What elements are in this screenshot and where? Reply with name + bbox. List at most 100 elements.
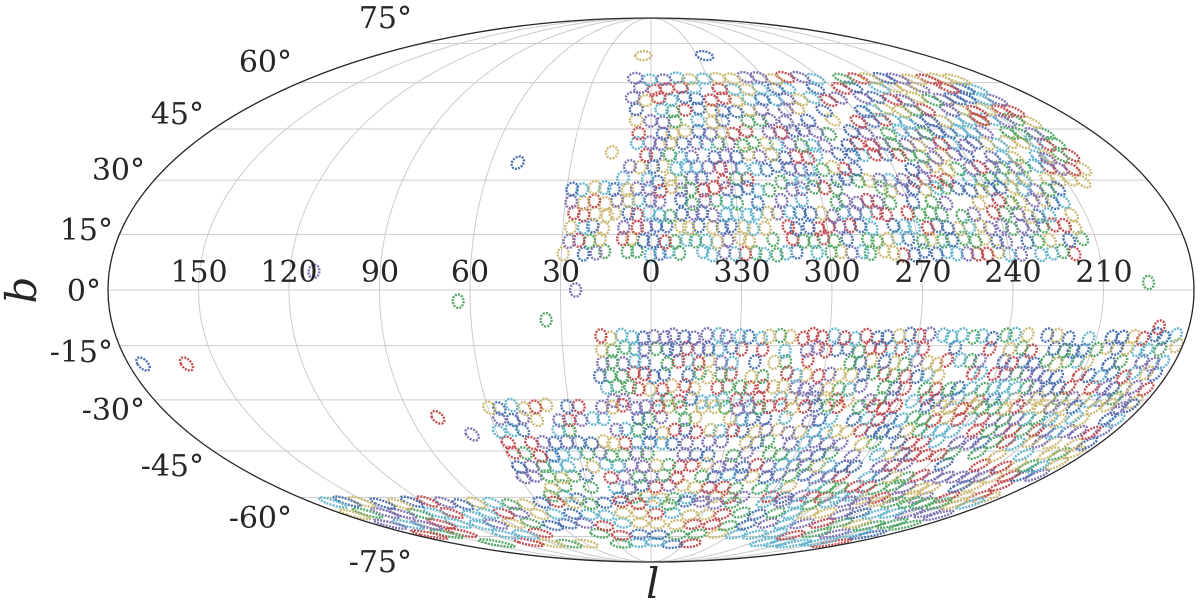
footprint-marker (925, 413, 942, 429)
footprint-marker (422, 506, 449, 519)
footprint-marker (523, 459, 540, 474)
footprint-marker (609, 422, 624, 438)
footprint-marker (751, 182, 766, 199)
footprint-marker (907, 491, 934, 505)
footprint-marker (564, 496, 583, 510)
footprint-marker (443, 517, 473, 529)
footprint-marker (961, 218, 977, 235)
footprint-marker (777, 150, 793, 166)
footprint-marker (756, 517, 780, 529)
footprint-marker (740, 114, 757, 129)
footprint-marker (510, 155, 526, 171)
footprint-marker (677, 123, 692, 138)
footprint-marker (504, 397, 519, 413)
footprint-marker (586, 218, 600, 234)
footprint-marker (983, 159, 1001, 175)
footprint-marker (943, 423, 962, 439)
lat-tick-minus45: -45° (141, 449, 204, 484)
footprint-marker (758, 136, 774, 151)
footprint-marker (907, 173, 923, 189)
footprint-marker (944, 113, 965, 128)
footprint-marker (307, 263, 321, 280)
footprint-marker (766, 379, 781, 395)
footprint-marker (906, 81, 932, 95)
footprint-marker (684, 149, 700, 165)
lat-tick-minus75: -75° (349, 545, 412, 580)
footprint-marker (636, 232, 651, 249)
footprint-marker (883, 112, 903, 127)
footprint-marker (1154, 354, 1171, 371)
footprint-marker (802, 91, 822, 105)
footprint-marker (952, 220, 967, 237)
footprint-marker (830, 172, 845, 189)
footprint-marker (741, 92, 759, 107)
footprint-marker (701, 159, 716, 175)
footprint-marker (675, 135, 690, 151)
footprint-marker (1135, 330, 1150, 347)
footprint-marker (712, 508, 732, 521)
footprint-marker (909, 497, 937, 510)
footprint-marker (695, 399, 710, 415)
footprint-marker (882, 411, 899, 427)
footprint-marker (1061, 171, 1079, 187)
footprint-marker (836, 204, 851, 220)
footprint-marker (799, 536, 840, 547)
footprint-marker (1003, 179, 1020, 195)
footprint-marker (1060, 379, 1077, 396)
footprint-marker (827, 327, 841, 344)
footprint-marker (1045, 135, 1067, 151)
footprint-marker (939, 497, 970, 511)
footprint-marker (928, 174, 944, 190)
footprint-marker (990, 104, 1015, 119)
footprint-marker (871, 468, 892, 483)
footprint-marker (482, 496, 504, 510)
footprint-marker (603, 330, 618, 347)
footprint-marker (902, 102, 924, 117)
footprint-marker (993, 170, 1011, 186)
footprint-marker (894, 480, 918, 494)
footprint-marker (1042, 399, 1061, 415)
footprint-marker (890, 147, 908, 163)
footprint-marker (629, 435, 645, 450)
footprint-marker (515, 470, 533, 485)
footprint-marker (929, 217, 944, 234)
footprint-marker (752, 400, 767, 416)
footprint-marker (714, 480, 732, 494)
footprint-marker (631, 381, 646, 397)
footprint-marker (905, 180, 921, 197)
footprint-marker (616, 219, 631, 236)
footprint-marker (732, 468, 750, 482)
footprint-marker (710, 233, 724, 250)
footprint-marker (628, 400, 644, 416)
footprint-marker (406, 507, 435, 521)
footprint-marker (789, 368, 804, 384)
footprint-marker (620, 482, 637, 496)
footprint-marker (802, 161, 818, 177)
footprint-marker (778, 353, 793, 370)
footprint-marker (953, 401, 970, 417)
footprint-marker (885, 367, 901, 384)
footprint-marker (661, 539, 684, 550)
footprint-marker (892, 412, 910, 427)
footprint-marker (564, 194, 579, 210)
footprint-marker (885, 72, 911, 86)
footprint-marker (873, 180, 889, 196)
footprint-marker (785, 123, 802, 138)
footprint-marker (576, 246, 591, 262)
footprint-marker (810, 381, 825, 398)
footprint-marker (351, 506, 384, 519)
footprint-marker (965, 104, 989, 119)
footprint-marker (900, 147, 917, 162)
footprint-marker (1071, 367, 1087, 383)
footprint-marker (688, 232, 703, 249)
footprint-marker (865, 220, 879, 237)
footprint-marker (929, 180, 945, 196)
footprint-marker (973, 124, 994, 139)
footprint-marker (409, 529, 450, 540)
footprint-marker (932, 470, 956, 485)
footprint-marker (927, 434, 946, 449)
footprint-marker (742, 399, 757, 415)
footprint-marker (681, 72, 698, 86)
footprint-marker (1046, 217, 1061, 233)
